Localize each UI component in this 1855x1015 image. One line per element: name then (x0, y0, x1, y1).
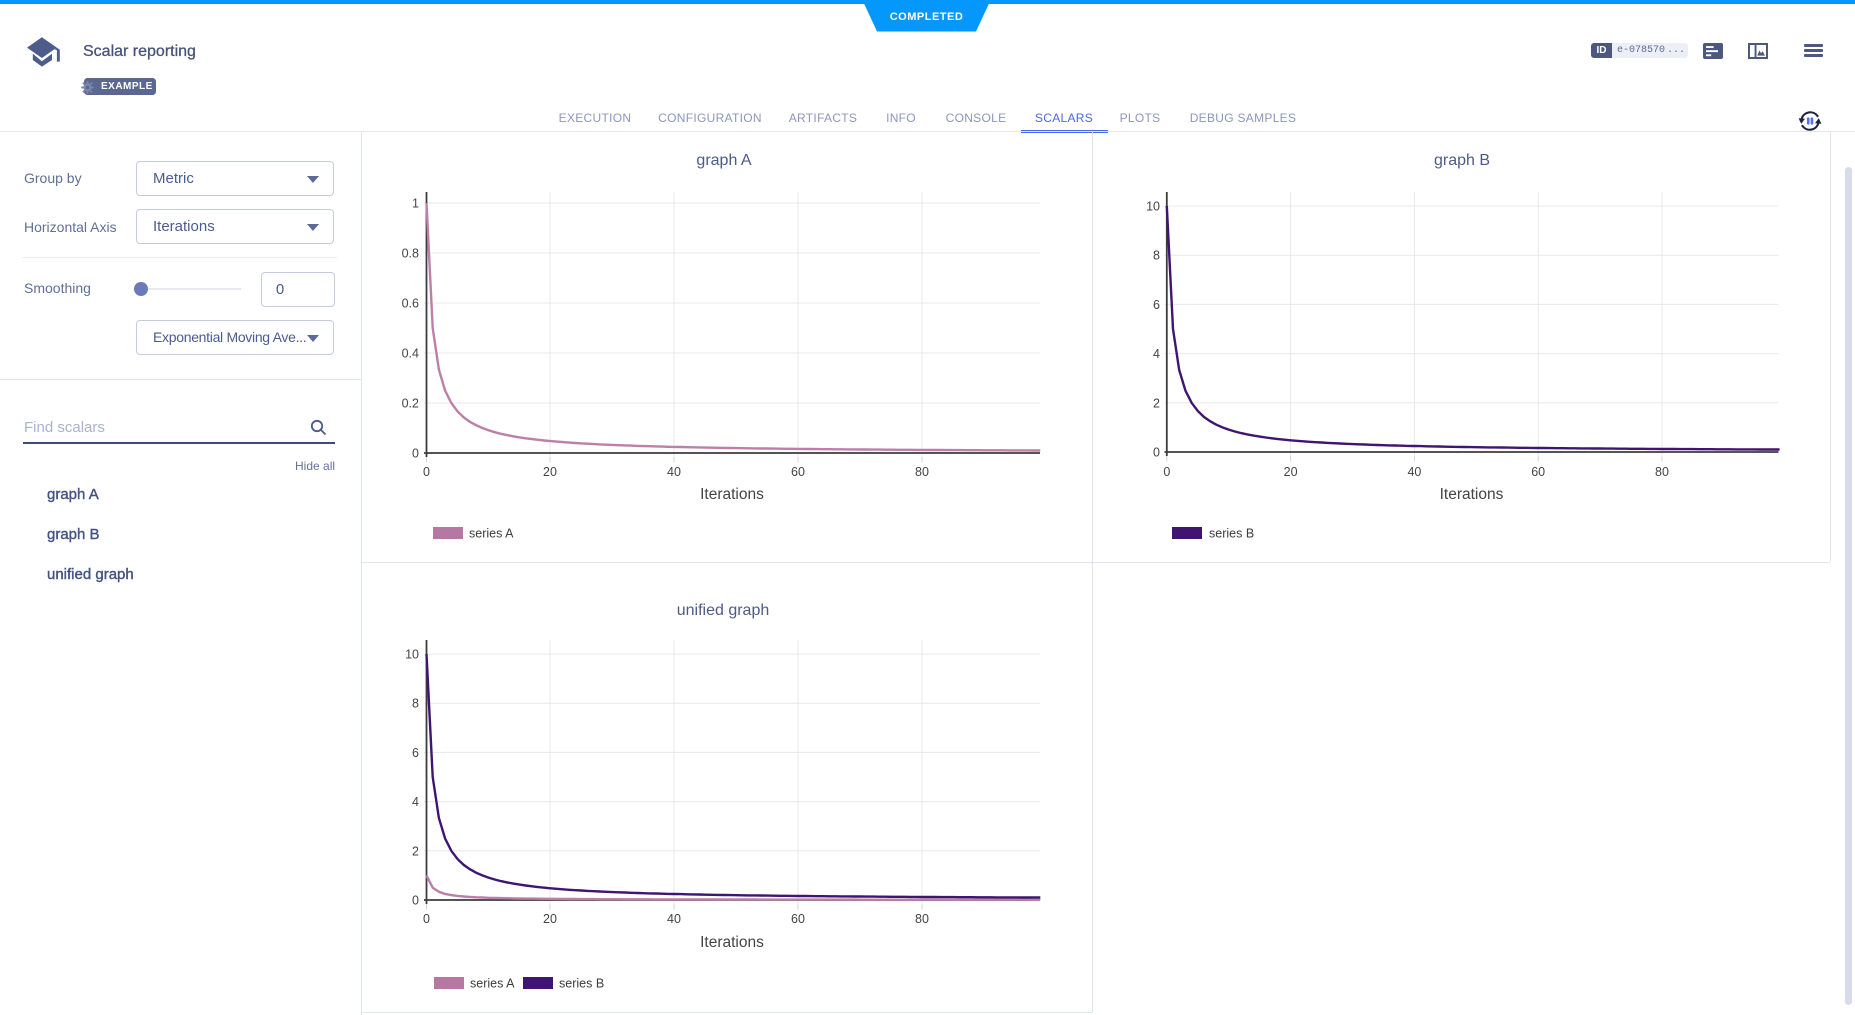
svg-text:Iterations: Iterations (1440, 486, 1504, 503)
svg-text:40: 40 (667, 465, 681, 479)
svg-text:graph A: graph A (696, 152, 751, 169)
svg-text:6: 6 (1153, 298, 1160, 312)
svg-text:80: 80 (915, 465, 929, 479)
svg-text:6: 6 (412, 746, 419, 760)
svg-text:20: 20 (543, 912, 557, 926)
svg-text:2: 2 (412, 844, 419, 858)
svg-text:60: 60 (1531, 465, 1545, 479)
svg-text:40: 40 (1407, 465, 1421, 479)
svg-text:60: 60 (791, 465, 805, 479)
svg-text:2: 2 (1153, 396, 1160, 410)
svg-text:0.2: 0.2 (402, 397, 419, 411)
svg-text:0.8: 0.8 (402, 247, 419, 261)
svg-text:80: 80 (1655, 465, 1669, 479)
svg-text:0.6: 0.6 (402, 297, 419, 311)
svg-text:20: 20 (1284, 465, 1298, 479)
svg-text:0: 0 (423, 465, 430, 479)
svg-text:series B: series B (559, 977, 604, 991)
svg-text:20: 20 (543, 465, 557, 479)
svg-text:Iterations: Iterations (700, 934, 764, 951)
svg-text:4: 4 (412, 795, 419, 809)
svg-text:graph B: graph B (1434, 152, 1490, 169)
svg-text:10: 10 (405, 648, 419, 662)
svg-text:0: 0 (412, 894, 419, 908)
svg-text:series A: series A (469, 527, 514, 541)
svg-text:0: 0 (423, 912, 430, 926)
svg-text:unified graph: unified graph (677, 602, 770, 619)
svg-text:60: 60 (791, 912, 805, 926)
svg-text:0: 0 (1163, 465, 1170, 479)
svg-text:0.4: 0.4 (402, 347, 419, 361)
svg-text:8: 8 (412, 697, 419, 711)
svg-text:4: 4 (1153, 347, 1160, 361)
svg-text:0: 0 (412, 447, 419, 461)
svg-text:8: 8 (1153, 249, 1160, 263)
svg-text:series A: series A (470, 977, 515, 991)
svg-text:1: 1 (412, 197, 419, 211)
svg-text:series B: series B (1209, 527, 1254, 541)
svg-text:10: 10 (1146, 200, 1160, 214)
svg-text:Iterations: Iterations (700, 486, 764, 503)
svg-text:40: 40 (667, 912, 681, 926)
svg-text:80: 80 (915, 912, 929, 926)
svg-text:0: 0 (1153, 446, 1160, 460)
